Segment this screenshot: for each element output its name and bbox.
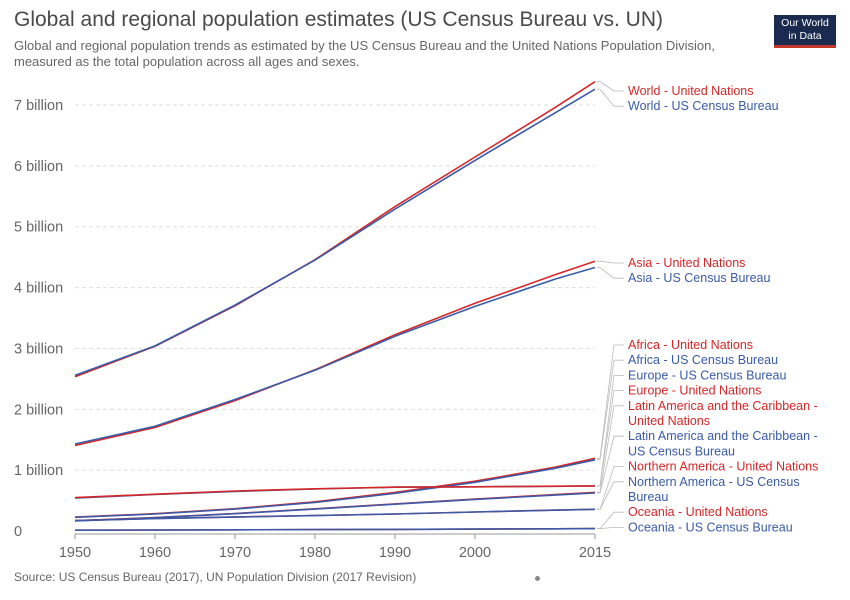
label-connector <box>597 81 624 92</box>
series-label: Oceania - United Nations <box>628 505 768 519</box>
series-label-line: World - United Nations <box>628 84 754 98</box>
x-tick-label: 2000 <box>459 545 491 561</box>
y-tick-label: 0 <box>14 524 22 540</box>
series-label-line: Northern America - United Nations <box>628 460 818 474</box>
y-tick-label: 2 billion <box>14 402 63 418</box>
label-connector <box>597 344 624 459</box>
series-line <box>74 485 596 499</box>
series-label: Northern America - US Census Bureau <box>628 475 800 504</box>
series-label: Latin America and the Caribbean -United … <box>628 399 818 428</box>
series-label-line: Latin America and the Caribbean - <box>628 399 818 413</box>
series-label-line: US Census Bureau <box>628 444 735 458</box>
series-label: Africa - US Census Bureau <box>628 353 778 367</box>
series-label-line: Africa - US Census Bureau <box>628 353 778 367</box>
series-label-line: Europe - United Nations <box>628 384 761 398</box>
label-connector <box>597 375 624 487</box>
label-connector <box>597 267 624 279</box>
series-label: Latin America and the Caribbean -US Cens… <box>628 429 818 458</box>
series-label-line: World - US Census Bureau <box>628 99 779 113</box>
label-connector <box>597 405 624 493</box>
label-connector <box>597 511 624 529</box>
series-label: Oceania - US Census Bureau <box>628 520 793 534</box>
series-label: Africa - United Nations <box>628 338 753 352</box>
logo-line-1: Our World <box>781 17 829 29</box>
series-line <box>74 81 596 378</box>
chart-subtitle: Global and regional population trends as… <box>14 38 715 69</box>
series-label-line: Oceania - US Census Bureau <box>628 520 793 534</box>
series-label-line: Bureau <box>628 490 668 504</box>
series-line <box>74 266 596 445</box>
y-tick-label: 4 billion <box>14 281 63 297</box>
series-label: Asia - United Nations <box>628 256 745 270</box>
series-label: Europe - United Nations <box>628 384 761 398</box>
series-label-line: Asia - US Census Bureau <box>628 271 770 285</box>
series-line <box>74 492 596 522</box>
y-tick-label: 1 billion <box>14 463 63 479</box>
x-tick-label: 2015 <box>579 545 611 561</box>
series-line <box>74 527 596 531</box>
series-label: Asia - US Census Bureau <box>628 271 770 285</box>
series-label: World - United Nations <box>628 84 754 98</box>
series-label: World - US Census Bureau <box>628 99 779 113</box>
y-tick-label: 5 billion <box>14 220 63 236</box>
label-connector <box>597 88 624 107</box>
label-connector <box>597 527 624 529</box>
series-label-line: Oceania - United Nations <box>628 505 768 519</box>
series-label-line: Latin America and the Caribbean - <box>628 429 818 443</box>
x-tick-label: 1980 <box>299 545 331 561</box>
x-tick-label: 1960 <box>139 545 171 561</box>
label-connector <box>597 435 624 494</box>
y-tick-label: 6 billion <box>14 159 63 175</box>
label-connector <box>597 390 624 487</box>
series-line <box>74 459 596 519</box>
series-label-line: Africa - United Nations <box>628 338 753 352</box>
series-label-line: United Nations <box>628 414 710 428</box>
label-connector <box>597 260 624 264</box>
series-line <box>74 508 596 522</box>
label-connector <box>597 359 624 461</box>
logo-line-2: in Data <box>788 30 822 42</box>
series-label-line: Asia - United Nations <box>628 256 745 270</box>
y-tick-label: 7 billion <box>14 98 63 114</box>
series-label-line: Northern America - US Census <box>628 475 800 489</box>
x-tick-label: 1970 <box>219 545 251 561</box>
chart-title: Global and regional population estimates… <box>14 8 664 31</box>
source-dot <box>535 576 540 581</box>
series-line <box>74 260 596 447</box>
x-tick-label: 1990 <box>379 545 411 561</box>
label-connector <box>597 481 624 510</box>
owid-logo[interactable]: Our World in Data <box>774 15 836 48</box>
y-tick-label: 3 billion <box>14 341 63 357</box>
series-label: Northern America - United Nations <box>628 460 818 474</box>
series-line <box>74 88 596 377</box>
x-tick-label: 1950 <box>59 545 91 561</box>
series-label: Europe - US Census Bureau <box>628 368 786 382</box>
series-label-line: Europe - US Census Bureau <box>628 368 786 382</box>
source-note: Source: US Census Bureau (2017), UN Popu… <box>14 570 417 584</box>
